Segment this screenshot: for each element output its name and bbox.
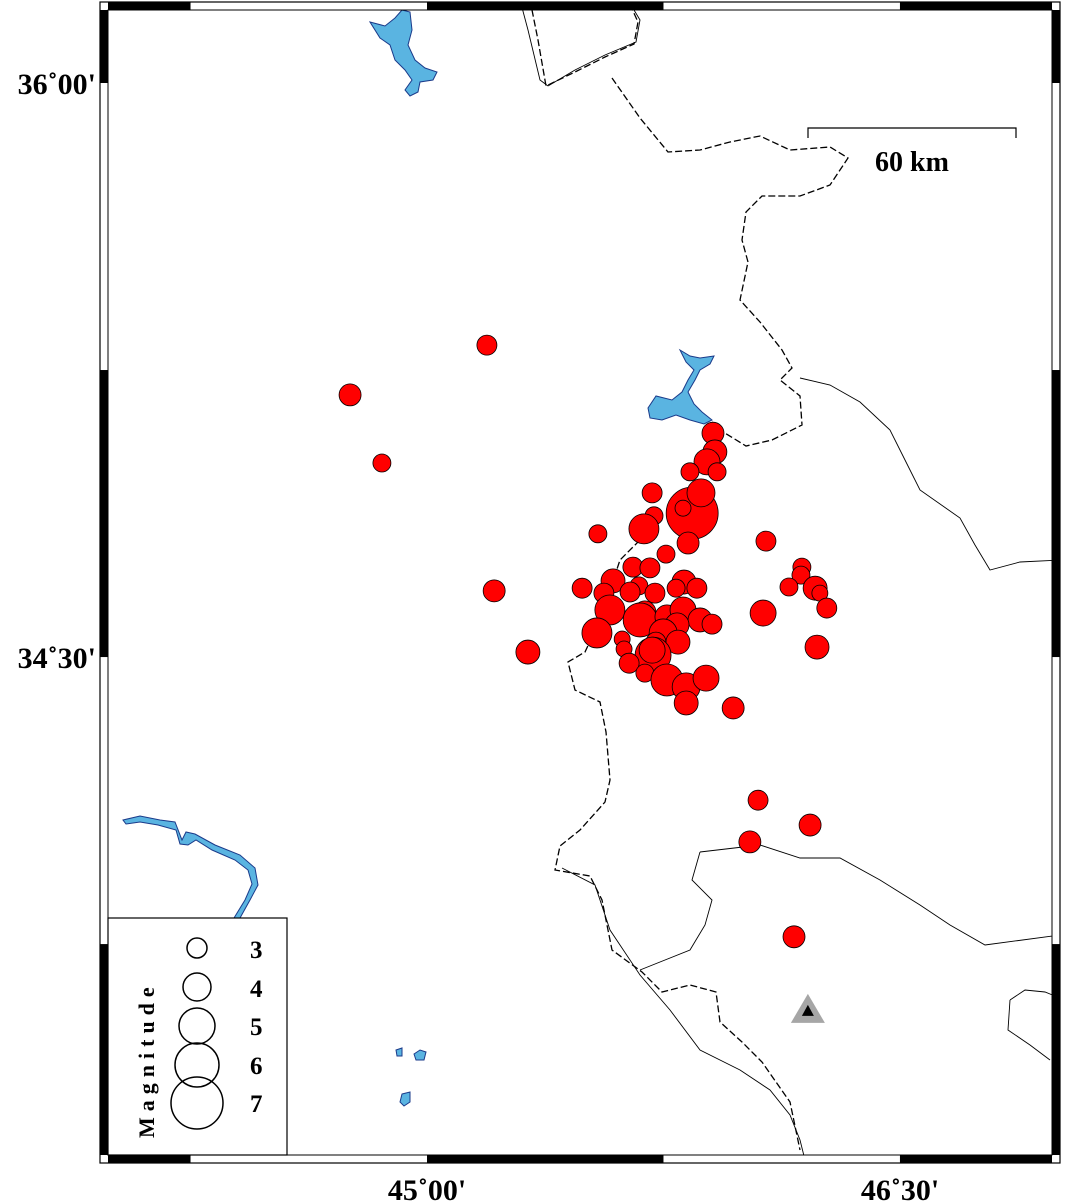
earthquake-event [680, 462, 700, 482]
earthquake-event [581, 617, 613, 649]
frame-segment [427, 1155, 664, 1163]
frame-segment [1052, 370, 1060, 658]
legend-circle-5 [178, 1007, 216, 1045]
earthquake-event [701, 613, 723, 635]
earthquake-event [639, 557, 661, 579]
earthquake-event [628, 513, 660, 545]
earthquake-event [372, 453, 392, 473]
earthquake-event [476, 334, 498, 356]
earthquake-event [588, 524, 608, 544]
earthquake-event [798, 813, 822, 837]
magnitude-legend: Magnitude 3 4 5 6 7 [107, 917, 288, 1156]
station-inner-triangle [801, 1004, 814, 1016]
earthquake-event [804, 634, 830, 660]
frame-segment [108, 2, 191, 10]
scale-bar-label: 60 km [875, 147, 949, 178]
frame-segment [1052, 944, 1060, 1155]
scale-bar: 60 km [807, 127, 1017, 178]
earthquake-event [707, 462, 727, 482]
earthquake-event [666, 578, 686, 598]
earthquake-event [816, 597, 838, 619]
earthquake-event [692, 664, 720, 692]
earthquake-event [618, 652, 640, 674]
map-frame [99, 1, 1061, 1164]
earthquake-event [638, 636, 666, 664]
river-southwest [122, 815, 259, 919]
earthquake-event [738, 830, 762, 854]
earthquake-event [644, 582, 666, 604]
earthquake-event [755, 530, 777, 552]
legend-circle-6 [174, 1042, 220, 1088]
frame-segment [427, 2, 664, 10]
lake-north [368, 10, 438, 97]
earthquake-event [791, 565, 811, 585]
earthquake-event [674, 499, 692, 517]
earthquake-event [686, 577, 708, 599]
earthquake-event [779, 577, 799, 597]
lat-label-36-00: 36˚00' [18, 68, 96, 101]
frame-segment [1052, 10, 1060, 83]
earthquake-events [338, 334, 838, 949]
frame-segment [100, 944, 108, 1155]
earthquake-event [656, 544, 676, 564]
earthquake-event [571, 577, 593, 599]
legend-circle-7 [170, 1076, 224, 1130]
frame-segment [100, 10, 108, 83]
island-1 [395, 1047, 403, 1057]
legend-label-7: 7 [250, 1091, 263, 1118]
legend-circle-3 [186, 937, 208, 959]
lake-central [647, 348, 715, 425]
island-2 [413, 1049, 427, 1061]
lat-label-34-30: 34˚30' [18, 642, 96, 675]
water-bodies [122, 10, 715, 1107]
earthquake-event [686, 478, 716, 508]
province-boundaries [522, 10, 1052, 1155]
frame-segment [100, 370, 108, 658]
earthquake-event [747, 789, 769, 811]
frame-segment [108, 1155, 191, 1163]
earthquake-event [338, 383, 362, 407]
lon-label-45-00: 45˚00' [388, 1174, 466, 1204]
frame-segment [899, 2, 1052, 10]
legend-label-5: 5 [250, 1014, 263, 1041]
earthquake-event [673, 690, 699, 716]
international-border [531, 10, 849, 1151]
earthquake-event [482, 579, 506, 603]
earthquake-event [515, 639, 541, 665]
island-3 [399, 1091, 411, 1107]
legend-label-3: 3 [250, 937, 263, 964]
earthquake-event [641, 482, 663, 504]
frame-segment [899, 1155, 1052, 1163]
lon-label-46-30: 46˚30' [861, 1174, 939, 1204]
earthquake-event [782, 925, 806, 949]
earthquake-event [749, 599, 777, 627]
legend-label-4: 4 [250, 976, 263, 1003]
legend-circle-4 [182, 972, 212, 1002]
earthquake-event [721, 696, 745, 720]
earthquake-event [676, 531, 700, 555]
earthquake-event [619, 581, 641, 603]
legend-title: Magnitude [134, 981, 159, 1138]
station-triangle-icon [790, 993, 825, 1023]
legend-label-6: 6 [250, 1053, 263, 1080]
